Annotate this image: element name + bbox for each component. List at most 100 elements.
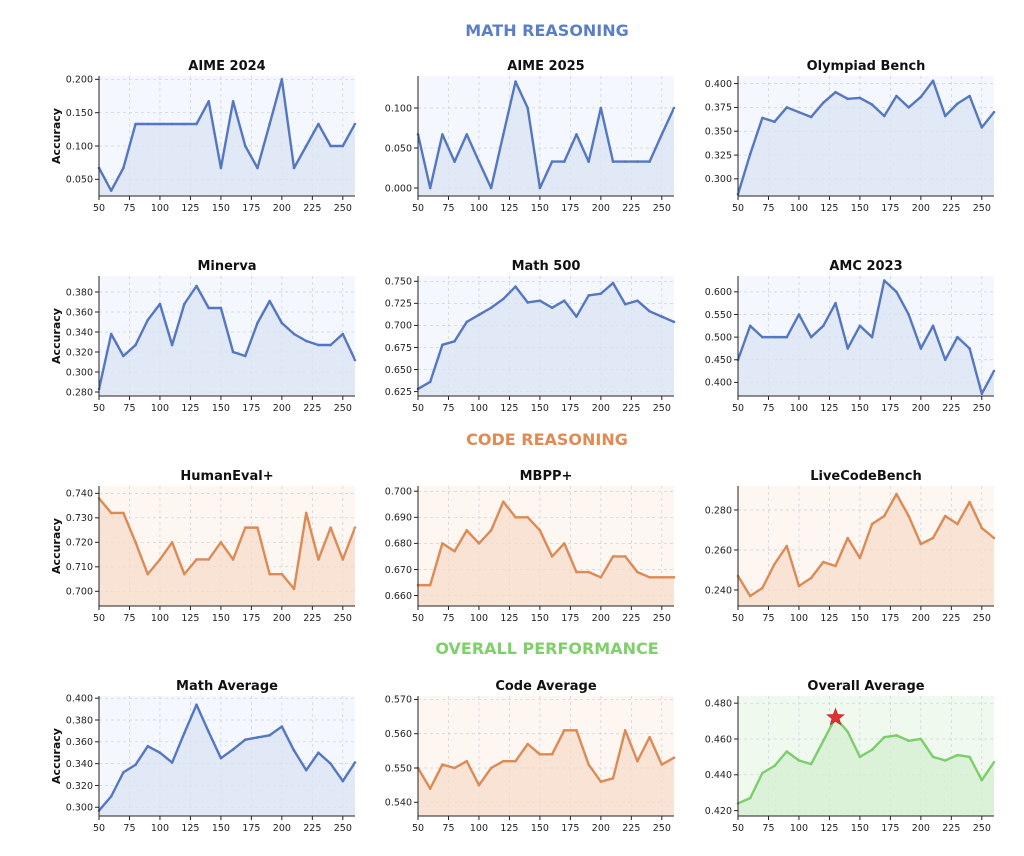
data-point bbox=[648, 576, 651, 579]
x-tick-label: 125 bbox=[820, 403, 838, 414]
data-point bbox=[785, 106, 789, 109]
x-tick-label: 50 bbox=[93, 203, 105, 214]
data-point bbox=[183, 302, 186, 306]
y-tick-label: 0.400 bbox=[66, 693, 93, 704]
data-point bbox=[882, 114, 886, 118]
x-tick-label: 75 bbox=[123, 613, 135, 624]
x-tick-label: 100 bbox=[790, 203, 808, 214]
y-tick-label: 0.000 bbox=[385, 183, 412, 194]
data-point bbox=[748, 324, 752, 328]
x-tick-label: 100 bbox=[470, 613, 488, 624]
data-point bbox=[599, 780, 603, 784]
panel-title: Overall Average bbox=[807, 679, 924, 694]
data-point bbox=[587, 294, 590, 297]
data-point bbox=[329, 343, 332, 347]
x-tick-label: 75 bbox=[762, 203, 774, 214]
x-tick-label: 250 bbox=[653, 203, 671, 214]
data-point bbox=[502, 500, 505, 503]
y-tick-label: 0.675 bbox=[385, 343, 412, 354]
series-line bbox=[738, 79, 994, 195]
data-point bbox=[858, 556, 862, 560]
data-point bbox=[773, 335, 776, 339]
data-point bbox=[562, 728, 566, 732]
chart-panel-livecodebench: 50 75 100 125 150 175 200 225 250 0.240 0.260 0.280… bbox=[705, 469, 996, 624]
x-tick-label: 175 bbox=[881, 403, 899, 414]
series-area bbox=[99, 286, 355, 396]
data-point bbox=[895, 734, 898, 737]
chart-panel-amc2023: 50 75 100 125 150 175 200 225 250 0.400 0.450 0.500… bbox=[705, 259, 996, 414]
chart-panel-codeavg: 50 75 100 125 150 175 200 225 250 0.540 0.550 0.560… bbox=[385, 679, 676, 834]
data-point bbox=[158, 302, 162, 306]
data-point bbox=[599, 106, 603, 110]
x-tick-label: 175 bbox=[242, 823, 260, 834]
x-tick-label: 175 bbox=[881, 613, 899, 624]
y-tick-label: 0.700 bbox=[385, 321, 412, 332]
x-tick-label: 250 bbox=[334, 403, 352, 414]
x-tick-label: 200 bbox=[592, 823, 610, 834]
x-tick-label: 50 bbox=[732, 613, 744, 624]
data-point bbox=[992, 110, 996, 114]
data-point bbox=[441, 542, 444, 545]
data-point bbox=[636, 570, 639, 574]
data-point bbox=[329, 762, 332, 765]
y-tick-label: 0.050 bbox=[66, 175, 93, 186]
y-tick-label: 0.400 bbox=[705, 79, 732, 90]
data-point bbox=[660, 763, 664, 766]
x-tick-label: 225 bbox=[942, 203, 960, 214]
data-point bbox=[219, 756, 223, 760]
data-point bbox=[623, 555, 627, 558]
data-point bbox=[858, 755, 862, 759]
data-point bbox=[870, 748, 874, 752]
data-point bbox=[195, 558, 198, 561]
x-tick-label: 125 bbox=[820, 613, 838, 624]
y-tick-label: 0.240 bbox=[705, 585, 732, 596]
data-point bbox=[773, 764, 776, 768]
y-tick-label: 0.450 bbox=[705, 355, 732, 366]
panel-title: Olympiad Bench bbox=[807, 59, 926, 74]
data-point bbox=[761, 335, 764, 339]
data-point bbox=[428, 186, 432, 190]
data-point bbox=[919, 737, 923, 741]
data-point bbox=[846, 730, 850, 734]
data-point bbox=[317, 751, 320, 755]
x-tick-label: 150 bbox=[851, 403, 869, 414]
data-point bbox=[672, 106, 676, 110]
x-tick-label: 250 bbox=[653, 403, 671, 414]
data-point bbox=[317, 122, 320, 126]
data-point bbox=[489, 186, 493, 190]
panel-title: Code Average bbox=[495, 679, 596, 694]
chart-panel-overallavg: 50 75 100 125 150 175 200 225 250 0.420 0.440 0.460… bbox=[705, 679, 996, 834]
data-point bbox=[195, 122, 198, 126]
data-point bbox=[317, 558, 320, 561]
data-point bbox=[292, 166, 296, 170]
data-point bbox=[207, 730, 211, 734]
x-tick-label: 100 bbox=[151, 403, 169, 414]
data-point bbox=[538, 752, 542, 756]
x-tick-label: 175 bbox=[242, 403, 260, 414]
data-point bbox=[538, 529, 542, 532]
data-point bbox=[170, 761, 174, 764]
chart-panel-humaneval: 50 75 100 125 150 175 200 225 250 0.700 0.710 0.720… bbox=[50, 469, 357, 624]
x-tick-label: 250 bbox=[973, 613, 991, 624]
data-point bbox=[158, 558, 162, 561]
data-point bbox=[134, 343, 137, 347]
data-point bbox=[268, 122, 271, 126]
data-point bbox=[514, 285, 517, 288]
data-point bbox=[748, 796, 752, 800]
series-area bbox=[418, 730, 674, 816]
data-point bbox=[341, 332, 345, 336]
data-point bbox=[280, 78, 284, 81]
chart-panel-aime2024: 50 75 100 125 150 175 200 225 250 0.050 0.100 0.150… bbox=[50, 59, 357, 214]
data-point bbox=[292, 749, 296, 752]
data-point bbox=[858, 96, 862, 100]
y-tick-label: 0.600 bbox=[705, 287, 732, 298]
data-point bbox=[477, 160, 481, 163]
data-point bbox=[231, 350, 235, 354]
data-point bbox=[822, 101, 825, 104]
y-tick-label: 0.300 bbox=[66, 367, 93, 378]
data-point bbox=[919, 95, 923, 99]
y-tick-label: 0.420 bbox=[705, 806, 732, 817]
series-line bbox=[738, 716, 994, 805]
x-tick-label: 100 bbox=[151, 613, 169, 624]
data-point bbox=[489, 529, 493, 532]
